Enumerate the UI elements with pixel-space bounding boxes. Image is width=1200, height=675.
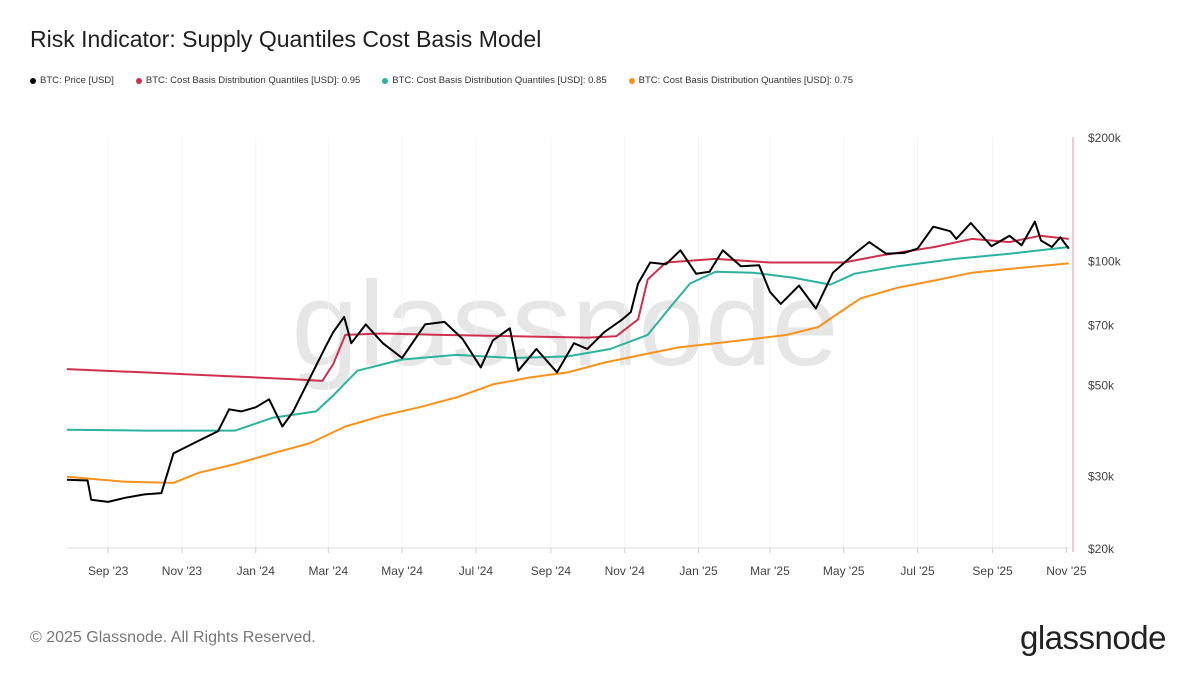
legend-label: BTC: Cost Basis Distribution Quantiles [… — [392, 75, 607, 86]
legend-dot-icon — [30, 77, 36, 84]
series-line — [66, 234, 1069, 382]
watermark: glassnode — [291, 257, 838, 391]
series-line — [66, 246, 1069, 432]
y-tick-label: $20k — [1088, 542, 1115, 556]
legend-item[interactable]: BTC: Cost Basis Distribution Quantiles [… — [382, 75, 607, 86]
x-tick-label: May '25 — [823, 564, 865, 578]
series-line — [66, 262, 1069, 484]
copyright: © 2025 Glassnode. All Rights Reserved. — [30, 629, 316, 646]
y-tick-label: $200k — [1088, 131, 1122, 145]
glassnode-logo: glassnode — [1020, 619, 1166, 656]
legend-label: BTC: Cost Basis Distribution Quantiles [… — [145, 75, 361, 86]
y-tick-label: $70k — [1088, 318, 1115, 332]
x-tick-label: Jul '25 — [900, 564, 935, 578]
legend-dot-icon — [628, 77, 635, 84]
x-tick-label: Jul '24 — [459, 564, 494, 578]
legend-dot-icon — [135, 77, 142, 84]
x-tick-label: Nov '25 — [1046, 564, 1087, 578]
y-tick-label: $50k — [1088, 378, 1115, 392]
x-tick-label: Sep '25 — [972, 564, 1013, 578]
x-tick-label: Jan '24 — [237, 564, 276, 578]
y-tick-label: $100k — [1088, 255, 1122, 269]
legend-label: BTC: Cost Basis Distribution Quantiles [… — [638, 75, 853, 86]
x-tick-label: Nov '23 — [162, 564, 203, 578]
x-tick-label: Nov '24 — [605, 564, 646, 578]
x-tick-label: Sep '23 — [88, 564, 129, 578]
y-tick-label: $30k — [1088, 470, 1115, 484]
x-tick-label: Sep '24 — [531, 564, 572, 578]
x-tick-label: Jan '25 — [679, 564, 718, 578]
chart-title: Risk Indicator: Supply Quantiles Cost Ba… — [30, 26, 542, 52]
legend-label: BTC: Price [USD] — [40, 75, 114, 86]
x-tick-label: Mar '25 — [750, 564, 790, 578]
legend-item[interactable]: BTC: Cost Basis Distribution Quantiles [… — [628, 75, 853, 86]
legend-item[interactable]: BTC: Price [USD] — [30, 75, 114, 86]
legend: BTC: Price [USD] BTC: Cost Basis Distribu… — [30, 75, 853, 86]
x-tick-label: Mar '24 — [309, 564, 349, 578]
series-line — [66, 220, 1070, 503]
x-tick-label: May '24 — [381, 564, 423, 578]
legend-dot-icon — [382, 77, 389, 84]
legend-item[interactable]: BTC: Cost Basis Distribution Quantiles [… — [135, 75, 361, 86]
